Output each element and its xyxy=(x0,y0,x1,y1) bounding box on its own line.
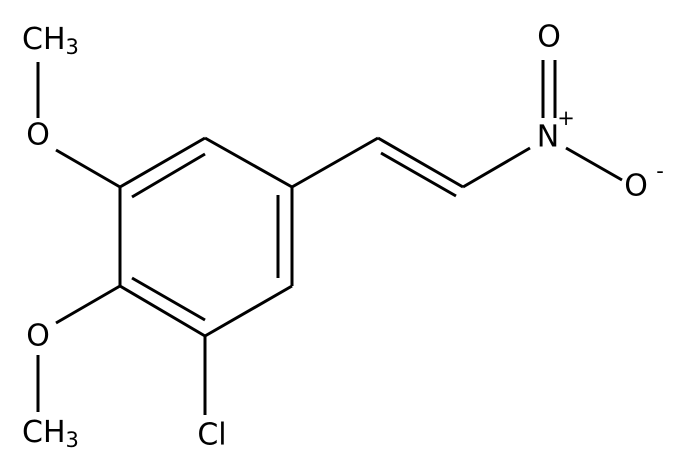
bond xyxy=(119,136,206,189)
atom-label: Cl xyxy=(197,418,226,453)
bond xyxy=(55,148,121,189)
bonds xyxy=(36,60,623,415)
bond xyxy=(291,136,379,189)
bond xyxy=(204,136,293,189)
atom-label: N xyxy=(537,120,559,155)
bond xyxy=(377,136,464,189)
bond xyxy=(204,284,293,338)
atom-label: O xyxy=(26,319,50,354)
atom-label: O xyxy=(26,118,50,153)
bond xyxy=(565,146,623,182)
bond xyxy=(131,152,206,199)
atom-label: CH3 xyxy=(22,22,79,60)
atom-label: O xyxy=(537,20,561,55)
bond xyxy=(131,276,206,322)
bond xyxy=(119,284,206,338)
charge-label: - xyxy=(656,159,664,183)
bond xyxy=(380,151,457,198)
atom-label: O xyxy=(624,169,648,204)
bond xyxy=(55,284,121,325)
atom-label: CH3 xyxy=(22,415,79,453)
charge-label: + xyxy=(557,106,575,130)
bond xyxy=(462,146,531,189)
